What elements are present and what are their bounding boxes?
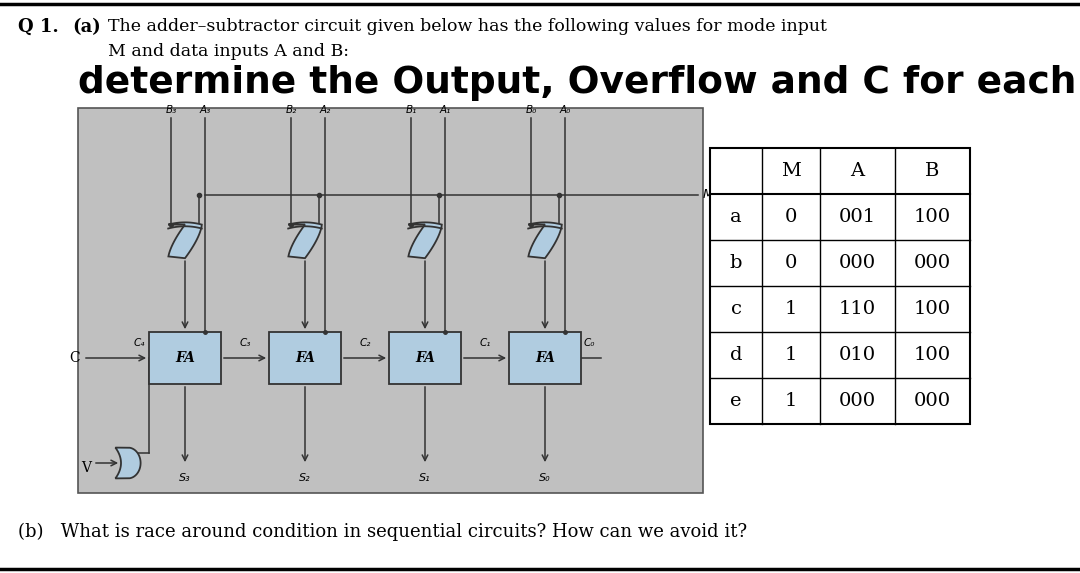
Bar — [269, 332, 341, 384]
Text: FA: FA — [535, 351, 555, 365]
Text: B₁: B₁ — [405, 105, 417, 115]
Text: 100: 100 — [914, 300, 951, 318]
Text: 0: 0 — [785, 208, 797, 226]
Bar — [78, 108, 703, 493]
Text: B₀: B₀ — [525, 105, 537, 115]
Text: C₀: C₀ — [583, 338, 595, 348]
Text: The adder–subtractor circuit given below has the following values for mode input: The adder–subtractor circuit given below… — [108, 18, 827, 35]
Polygon shape — [116, 448, 140, 478]
Polygon shape — [288, 222, 322, 258]
Text: M: M — [781, 162, 801, 180]
Bar — [509, 332, 581, 384]
Text: 110: 110 — [839, 300, 876, 318]
Text: S₂: S₂ — [299, 473, 311, 483]
Text: A₀: A₀ — [559, 105, 570, 115]
Text: C₂: C₂ — [360, 338, 370, 348]
Text: Q 1.: Q 1. — [18, 18, 58, 36]
Text: 000: 000 — [839, 254, 876, 272]
Text: C₄: C₄ — [133, 338, 145, 348]
Text: a: a — [730, 208, 742, 226]
Text: d: d — [730, 346, 742, 364]
Text: S₀: S₀ — [539, 473, 551, 483]
Text: A₂: A₂ — [320, 105, 330, 115]
Text: S₃: S₃ — [179, 473, 191, 483]
Text: A: A — [850, 162, 865, 180]
Text: M and data inputs A and B:: M and data inputs A and B: — [108, 43, 349, 60]
Text: 000: 000 — [914, 392, 951, 410]
Text: 1: 1 — [785, 346, 797, 364]
Text: 0: 0 — [785, 254, 797, 272]
Text: determine the Output, Overflow and C for each case.: determine the Output, Overflow and C for… — [78, 65, 1080, 101]
Text: e: e — [730, 392, 742, 410]
Text: 1: 1 — [785, 392, 797, 410]
Text: (b)   What is race around condition in sequential circuits? How can we avoid it?: (b) What is race around condition in seq… — [18, 523, 747, 541]
Text: M: M — [703, 189, 714, 202]
Text: FA: FA — [415, 351, 435, 365]
Polygon shape — [168, 222, 202, 258]
Text: S₁: S₁ — [419, 473, 431, 483]
Text: B₃: B₃ — [165, 105, 177, 115]
Text: B₂: B₂ — [285, 105, 297, 115]
Text: b: b — [730, 254, 742, 272]
Bar — [710, 148, 970, 424]
Text: c: c — [730, 300, 742, 318]
Text: FA: FA — [295, 351, 315, 365]
Text: 000: 000 — [914, 254, 951, 272]
Text: A₁: A₁ — [440, 105, 450, 115]
Text: 100: 100 — [914, 346, 951, 364]
Text: 1: 1 — [785, 300, 797, 318]
Bar — [149, 332, 221, 384]
Polygon shape — [408, 222, 442, 258]
Text: C: C — [69, 351, 80, 365]
Bar — [389, 332, 461, 384]
Text: A₃: A₃ — [200, 105, 211, 115]
Text: C₁: C₁ — [480, 338, 490, 348]
Text: FA: FA — [175, 351, 194, 365]
Text: 000: 000 — [839, 392, 876, 410]
Polygon shape — [528, 222, 562, 258]
Text: 010: 010 — [839, 346, 876, 364]
Text: C₃: C₃ — [240, 338, 251, 348]
Text: B: B — [926, 162, 940, 180]
Text: 100: 100 — [914, 208, 951, 226]
Text: V: V — [81, 461, 91, 475]
Text: (a): (a) — [72, 18, 100, 36]
Text: 001: 001 — [839, 208, 876, 226]
